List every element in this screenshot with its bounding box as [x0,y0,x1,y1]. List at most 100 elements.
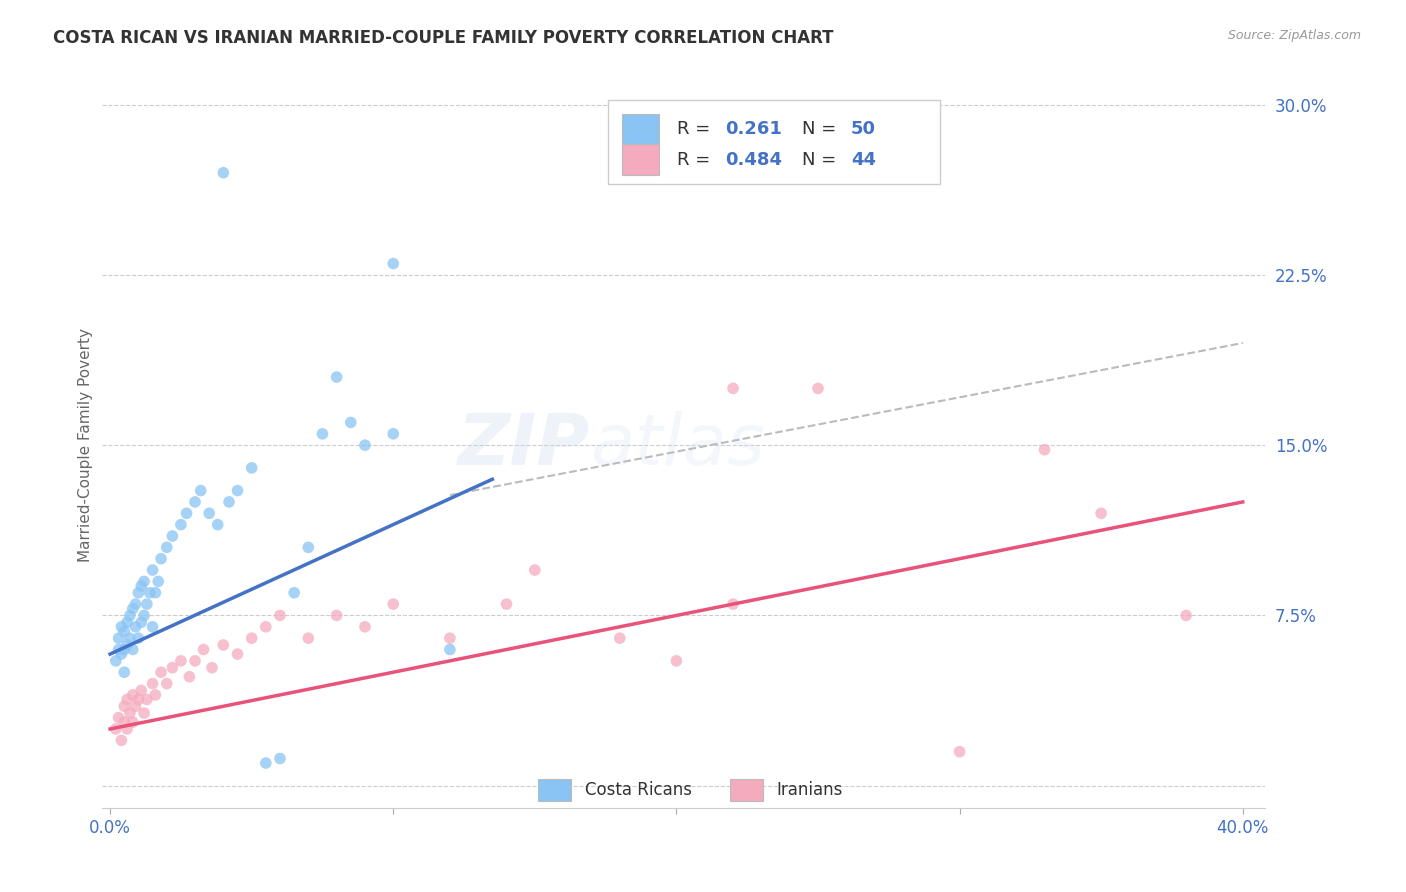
Point [354,438,377,452]
Point [142,676,165,690]
Point [382,426,405,441]
Point [176,506,198,520]
Point [156,541,179,555]
Point [135,692,157,706]
Point [495,597,517,611]
Text: COSTA RICAN VS IRANIAN MARRIED-COUPLE FAMILY POVERTY CORRELATION CHART: COSTA RICAN VS IRANIAN MARRIED-COUPLE FA… [53,29,834,46]
Text: Iranians: Iranians [776,781,844,799]
Point [110,733,132,747]
Point [609,631,631,645]
Point [118,631,141,645]
Point [129,579,152,593]
Point [142,563,165,577]
Point [112,624,135,639]
Point [139,586,162,600]
Text: 50: 50 [851,120,876,138]
Y-axis label: Married-Couple Family Poverty: Married-Couple Family Poverty [79,328,93,562]
Point [1033,442,1056,457]
Text: R =: R = [676,151,716,169]
Point [121,715,143,730]
Point [207,517,229,532]
Point [269,608,291,623]
Point [212,166,235,180]
Point [240,631,263,645]
Point [254,620,277,634]
Point [439,642,461,657]
Point [142,620,165,634]
FancyBboxPatch shape [538,780,571,801]
Point [439,631,461,645]
Point [807,381,830,395]
Point [311,426,333,441]
Point [240,461,263,475]
Point [112,715,135,730]
Point [115,692,138,706]
Point [132,608,155,623]
Point [198,506,221,520]
Point [112,665,135,680]
FancyBboxPatch shape [607,100,939,184]
Text: atlas: atlas [591,410,765,480]
Point [297,541,319,555]
Point [156,676,179,690]
Point [325,608,347,623]
Text: ZIP: ZIP [458,410,591,480]
Text: 0.484: 0.484 [725,151,782,169]
Point [132,706,155,720]
Point [193,642,215,657]
Point [104,722,127,736]
Point [721,381,744,395]
Point [184,654,207,668]
Point [124,699,146,714]
Point [283,586,305,600]
Point [112,642,135,657]
Text: 0.261: 0.261 [725,120,782,138]
Point [382,597,405,611]
Point [129,615,152,630]
Point [145,688,167,702]
FancyBboxPatch shape [730,780,762,801]
Text: 44: 44 [851,151,876,169]
Point [948,745,970,759]
Point [124,597,146,611]
Point [135,597,157,611]
Point [148,574,170,589]
Point [1090,506,1112,520]
Point [184,495,207,509]
Point [118,706,141,720]
Point [162,661,184,675]
Text: N =: N = [803,120,842,138]
Point [190,483,212,498]
Point [297,631,319,645]
Point [150,551,173,566]
Point [354,620,377,634]
Point [170,517,193,532]
Point [107,631,129,645]
Point [665,654,688,668]
Point [124,620,146,634]
Point [121,688,143,702]
Point [212,638,235,652]
Point [269,751,291,765]
Point [107,711,129,725]
Point [110,647,132,661]
Text: Costa Ricans: Costa Ricans [585,781,692,799]
Point [721,597,744,611]
Point [226,647,249,661]
Text: N =: N = [803,151,842,169]
Text: R =: R = [676,120,716,138]
Point [115,722,138,736]
Point [115,638,138,652]
Point [1175,608,1198,623]
Point [118,608,141,623]
Point [127,692,149,706]
Point [127,586,149,600]
Point [218,495,240,509]
Point [150,665,173,680]
Point [104,654,127,668]
Point [110,620,132,634]
Point [145,586,167,600]
FancyBboxPatch shape [621,145,659,175]
Point [129,683,152,698]
Point [107,642,129,657]
